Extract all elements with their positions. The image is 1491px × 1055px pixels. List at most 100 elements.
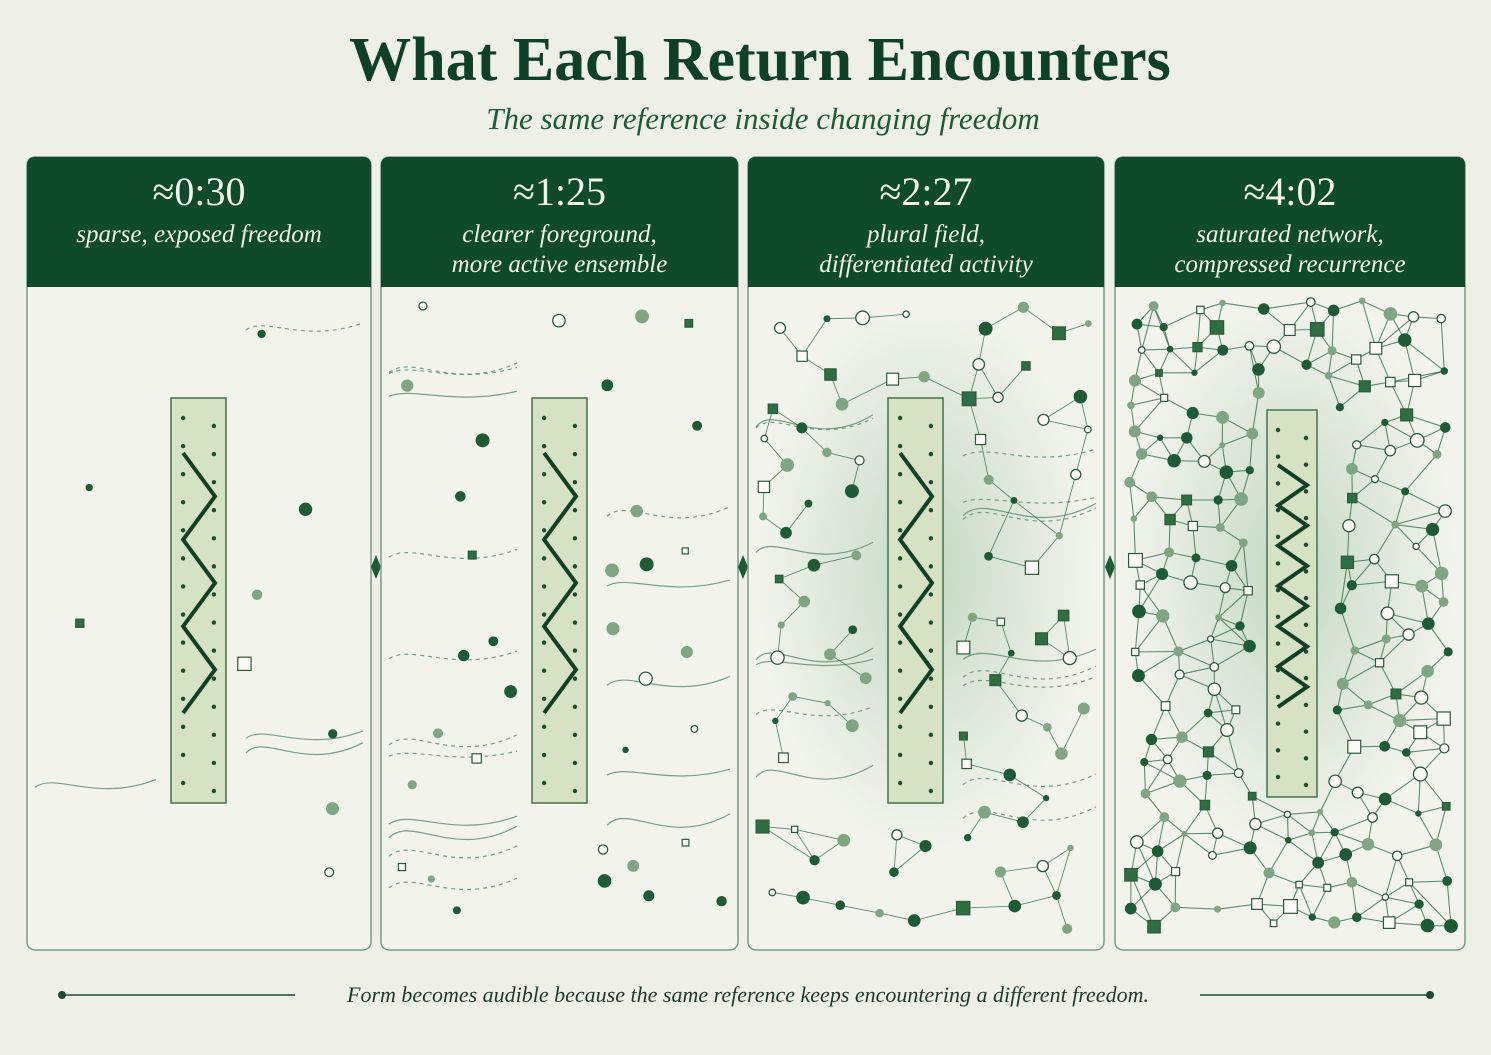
node [1393,713,1407,728]
node [458,649,470,662]
network-edge [1210,617,1220,640]
node [824,699,831,707]
node [1231,705,1241,715]
network-edge [1165,674,1181,707]
network-edge [1331,310,1335,351]
node [432,728,444,739]
network-edge [1288,832,1312,841]
network-edge [1000,621,1012,654]
node [488,636,499,647]
network-edge [1213,645,1250,668]
caption-line: compressed recurrence [1174,251,1405,278]
reference-dot [211,592,217,597]
node [1147,919,1161,934]
network-edge [1195,557,1232,567]
reference-bar [170,397,227,804]
network-edge [985,306,1024,330]
reference-dot [211,451,217,457]
node [1317,808,1324,815]
network-edge [840,904,880,914]
reference-dot [541,640,547,645]
node [807,558,821,572]
node [1124,477,1136,488]
reference-zigzag [1274,463,1311,709]
node [1199,799,1211,811]
network-edge [1404,454,1438,492]
node [1442,876,1453,886]
reference-bar [1266,409,1318,798]
network-edge [794,828,844,841]
network-edge [1043,419,1088,430]
node [1243,841,1257,855]
node [1008,899,1022,913]
node [1335,403,1344,412]
reference-dot [180,696,186,701]
reference-dot [572,592,578,597]
network-edge [1063,615,1071,659]
node [257,329,266,339]
network-edge [1351,497,1396,526]
network-edge [1056,847,1071,896]
reference-dot [928,451,934,457]
network-edge [1385,896,1420,905]
network-edge [1251,392,1260,434]
reference-dot [541,415,547,421]
network-edge [1141,348,1171,351]
reference-dot [897,528,903,533]
node [1128,374,1142,387]
reference-dot [211,479,217,485]
node [638,671,653,686]
node [552,313,566,328]
network-edge [1169,348,1195,374]
node [1140,788,1151,799]
node [1146,491,1158,503]
node [1233,768,1244,779]
node [844,484,859,499]
node [1131,647,1140,657]
network-edge [1135,650,1179,653]
node [1381,893,1390,901]
network-edge [1408,881,1452,927]
node [1170,902,1181,913]
network-edge [1192,525,1197,558]
node [1402,748,1411,757]
node [848,625,858,635]
network-edge [1218,617,1250,647]
node [1439,743,1450,754]
node [1181,830,1188,837]
flow-line [755,541,874,555]
node [780,526,792,539]
node [1148,301,1159,311]
network-edge [1409,880,1448,883]
node [1309,322,1325,337]
network-edge [1213,689,1228,731]
network-edge [774,696,794,722]
node [1308,829,1316,837]
reference-dot [1275,507,1281,513]
node [1440,367,1449,375]
network-edge [1208,709,1236,714]
node [1140,758,1149,767]
node [854,455,865,466]
node [1127,552,1143,568]
node [835,900,846,911]
reference-dot [1303,435,1309,441]
node [680,645,693,659]
flow-line [388,366,518,376]
network-edge [1286,814,1289,841]
node [1052,891,1061,900]
node [989,674,1002,687]
node [1073,389,1088,404]
node [1295,880,1303,889]
node [1332,705,1342,715]
caption-line: differentiated activity [819,251,1033,278]
node [1269,919,1278,928]
node [1131,669,1145,683]
node [1347,492,1358,504]
node [1390,688,1402,700]
reference-dot [211,732,217,738]
reference-dot [897,471,903,477]
node [1225,559,1238,572]
network-edge [1056,895,1068,929]
node [974,433,987,446]
